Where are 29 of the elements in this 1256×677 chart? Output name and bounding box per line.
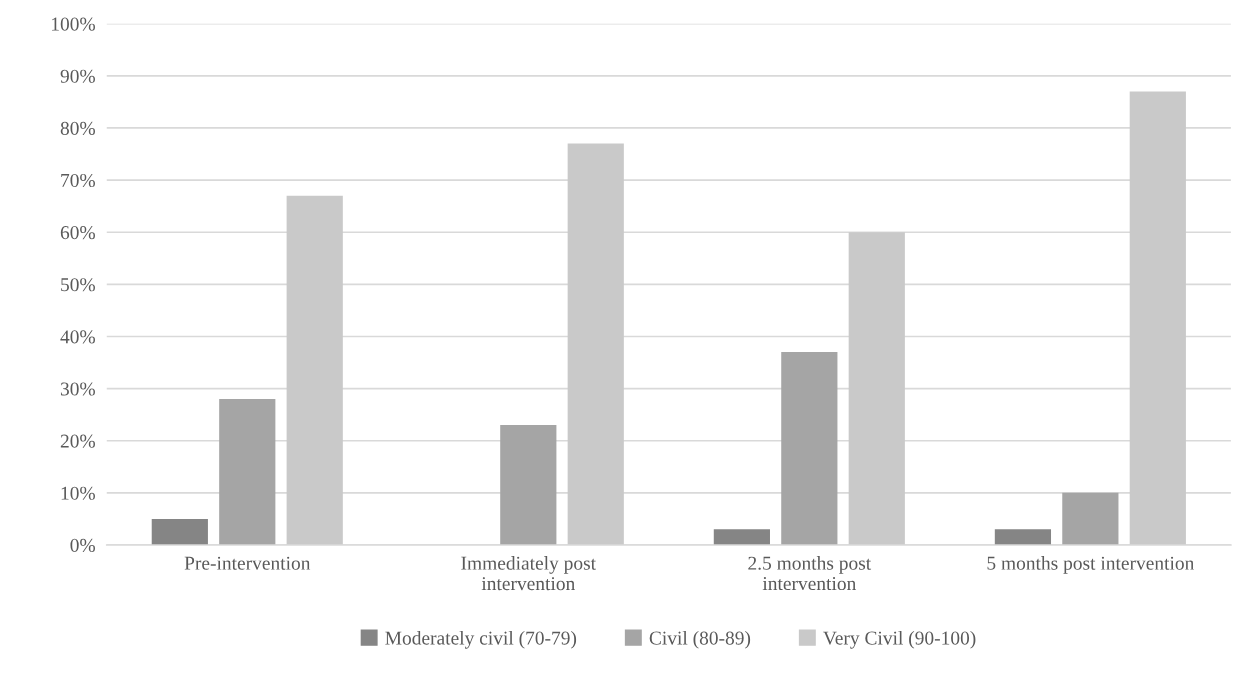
bar — [567, 143, 624, 545]
y-tick-label: 60% — [60, 226, 95, 240]
y-tick-label: 80% — [60, 121, 95, 135]
legend-label: Very Civil (90-100) — [823, 630, 976, 649]
bar — [713, 529, 770, 545]
y-tick-label: 40% — [60, 330, 95, 344]
x-tick-label: Immediately post intervention — [461, 556, 596, 591]
bar — [1062, 492, 1119, 545]
y-tick-label: 10% — [61, 486, 95, 500]
y-tick-label: 100% — [52, 17, 95, 31]
y-tick-label: 30% — [60, 382, 95, 396]
bar — [994, 529, 1052, 545]
y-tick-label: 20% — [60, 434, 95, 448]
y-tick-label: 0% — [70, 538, 95, 552]
y-tick-label: 50% — [61, 278, 95, 292]
x-tick-label: 5 months post intervention — [987, 556, 1195, 574]
bar — [500, 425, 557, 545]
legend-label: Moderately civil (70-79) — [385, 630, 577, 649]
bar — [286, 195, 343, 545]
bar — [1129, 91, 1186, 545]
y-tick-label: 70% — [61, 173, 95, 188]
x-tick-label: Pre-intervention — [184, 556, 311, 570]
bar — [781, 352, 838, 545]
legend-label: Civil (80-89) — [649, 630, 751, 649]
bar — [848, 232, 905, 545]
x-tick-label: 2.5 months post intervention — [748, 556, 872, 591]
bar — [219, 399, 276, 545]
bar — [151, 518, 208, 545]
y-tick-label: 90% — [60, 69, 95, 83]
